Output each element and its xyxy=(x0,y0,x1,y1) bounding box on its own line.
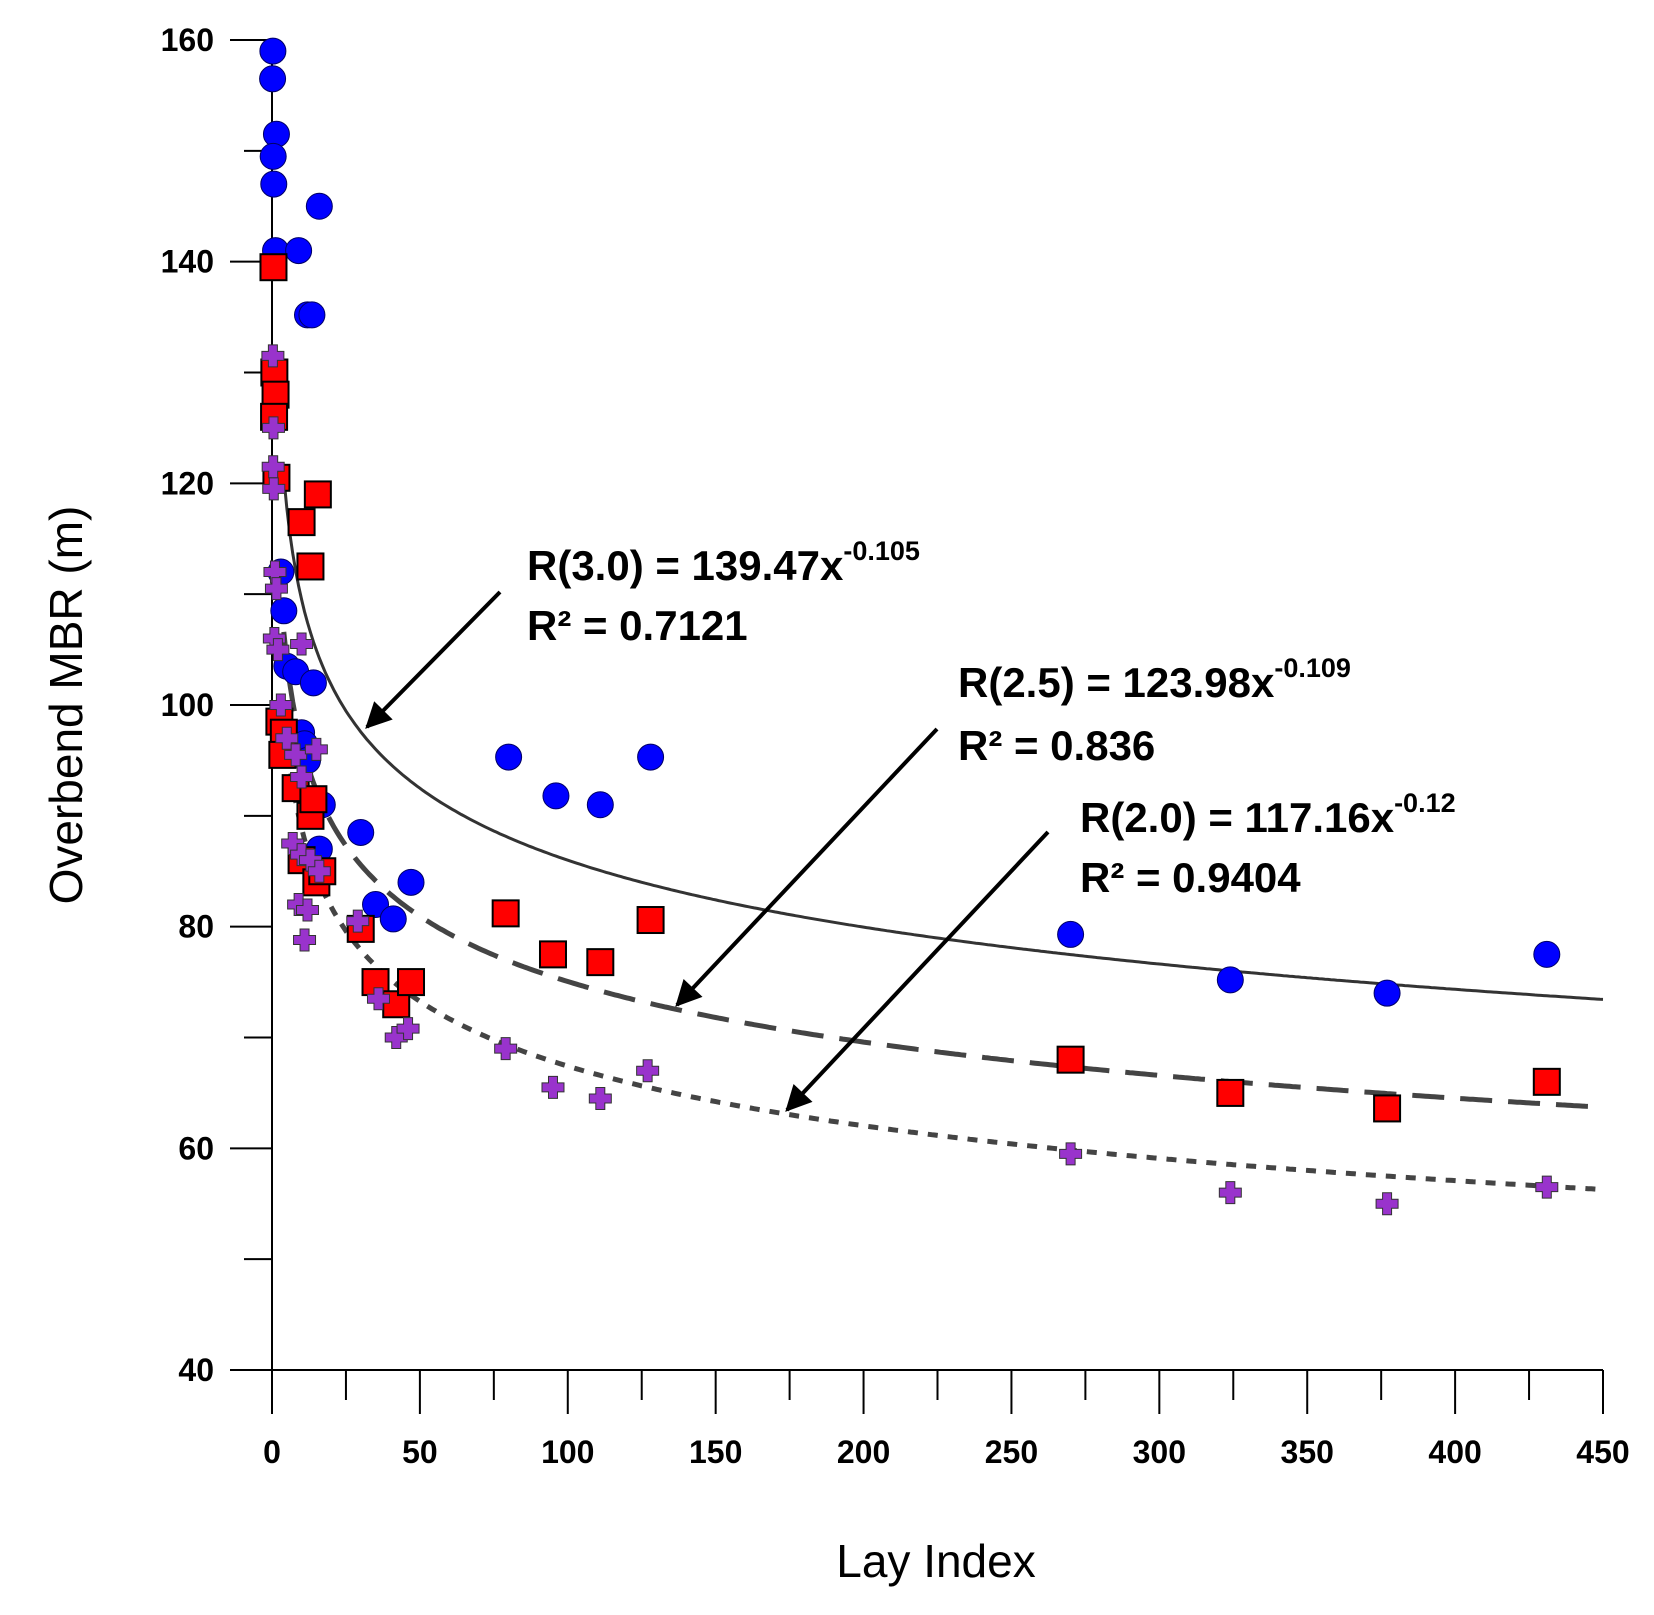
circle-point xyxy=(362,891,390,918)
circle-point xyxy=(298,301,326,329)
x-tick-label: 300 xyxy=(1133,1434,1186,1470)
cross-point xyxy=(1059,1142,1083,1166)
cross-point xyxy=(269,693,293,717)
circle-point xyxy=(260,170,288,198)
circle-point xyxy=(1533,940,1561,968)
square-point xyxy=(1056,1045,1085,1074)
data-points xyxy=(259,37,1561,1216)
square-point xyxy=(491,899,520,928)
x-axis-label: Lay Index xyxy=(836,1535,1035,1587)
circle-point xyxy=(259,37,287,65)
cross-point xyxy=(1375,1192,1399,1216)
x-tick-label: 100 xyxy=(541,1434,594,1470)
circle-point xyxy=(1373,979,1401,1007)
fit-r-squared: R² = 0.9404 xyxy=(1080,854,1301,901)
circle-point xyxy=(542,782,570,810)
fit-equation-exponent: -0.109 xyxy=(1274,653,1351,683)
circle-point xyxy=(270,597,298,625)
fit-curve-dashed xyxy=(281,631,1604,1110)
fit-equation: R(2.5) = 123.98x-0.109 xyxy=(958,653,1351,706)
fit-equation-main: R(2.0) = 117.16x xyxy=(1080,794,1395,841)
cross-point xyxy=(295,898,319,922)
x-tick-label: 400 xyxy=(1428,1434,1481,1470)
annotation-arrow xyxy=(675,727,939,1007)
square-point xyxy=(397,968,426,997)
circle-point xyxy=(379,905,407,933)
square-point xyxy=(1373,1094,1402,1123)
fit-r-squared: R² = 0.836 xyxy=(958,722,1155,769)
x-tick-label: 0 xyxy=(263,1434,281,1470)
fit-annotations: R(3.0) = 139.47x-0.105 R² = 0.7121 R(2.5) … xyxy=(365,536,1456,1112)
cross-point xyxy=(304,737,328,761)
fit-equation: R(2.0) = 117.16x-0.12 xyxy=(1080,788,1456,841)
circle-point xyxy=(1216,966,1244,994)
y-tick-label: 100 xyxy=(161,687,214,723)
cross-point xyxy=(1218,1181,1242,1205)
cross-point xyxy=(1535,1175,1559,1199)
circle-point xyxy=(299,669,327,697)
cross-point xyxy=(266,638,290,662)
x-tick-label: 200 xyxy=(837,1434,890,1470)
y-tick-label: 60 xyxy=(178,1130,214,1166)
circle-point xyxy=(285,237,313,265)
cross-point xyxy=(261,416,285,440)
square-point xyxy=(303,480,332,509)
square-point xyxy=(586,948,615,977)
y-tick-label: 40 xyxy=(178,1352,214,1388)
cross-point xyxy=(261,344,285,368)
cross-point xyxy=(366,987,390,1011)
x-tick-label: 50 xyxy=(402,1434,438,1470)
cross-point xyxy=(307,859,331,883)
fit-equation: R(3.0) = 139.47x-0.105 xyxy=(527,536,920,589)
circle-point xyxy=(259,142,287,170)
y-tick-label: 140 xyxy=(161,244,214,280)
fit-curves xyxy=(281,476,1604,1192)
cross-point xyxy=(262,477,286,501)
x-tick-label: 450 xyxy=(1576,1434,1629,1470)
circle-point xyxy=(305,192,333,220)
square-point xyxy=(287,508,316,537)
circle-point xyxy=(397,868,425,896)
fit-equation-main: R(3.0) = 139.47x xyxy=(527,542,844,589)
cross-point xyxy=(290,765,314,789)
square-point xyxy=(259,253,288,282)
fit-equation-main: R(2.5) = 123.98x xyxy=(958,659,1275,706)
cross-point xyxy=(264,577,288,601)
y-tick-label: 120 xyxy=(161,465,214,501)
circle-point xyxy=(586,791,614,819)
square-point xyxy=(1216,1078,1245,1107)
cross-point xyxy=(588,1086,612,1110)
x-tick-label: 150 xyxy=(689,1434,742,1470)
y-tick-label: 80 xyxy=(178,909,214,945)
fit-curve-solid xyxy=(282,476,1604,1001)
circle-point xyxy=(1057,920,1085,948)
y-axis-label: Overbend MBR (m) xyxy=(40,506,92,905)
fit-equation-exponent: -0.105 xyxy=(843,536,920,566)
annotation-arrow xyxy=(365,590,502,729)
annotation-arrow xyxy=(785,830,1050,1112)
cross-point xyxy=(494,1037,518,1061)
circle-point xyxy=(347,818,375,846)
cross-point xyxy=(541,1075,565,1099)
fit-equation-exponent: -0.12 xyxy=(1394,788,1456,818)
fit-r-squared: R² = 0.7121 xyxy=(527,602,748,649)
cross-point xyxy=(290,632,314,656)
square-point xyxy=(538,940,567,969)
y-tick-label: 160 xyxy=(161,22,214,58)
circle-point xyxy=(495,743,523,771)
square-point xyxy=(636,906,665,935)
x-tick-label: 250 xyxy=(985,1434,1038,1470)
square-point xyxy=(299,785,328,814)
cross-point xyxy=(293,928,317,952)
cross-point xyxy=(346,909,370,933)
axes: 40 60 80 100 120 140 160 0 50 100 150 200 250 300 350 4… xyxy=(161,22,1630,1470)
circle-point xyxy=(259,65,287,93)
cross-point xyxy=(636,1059,660,1083)
cross-point xyxy=(396,1017,420,1041)
square-point xyxy=(1532,1067,1561,1096)
square-point xyxy=(296,552,325,581)
x-tick-label: 350 xyxy=(1281,1434,1334,1470)
circle-point xyxy=(637,743,665,771)
